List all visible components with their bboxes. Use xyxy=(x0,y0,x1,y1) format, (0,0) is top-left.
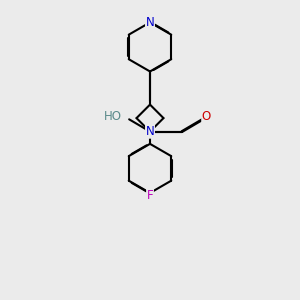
Text: F: F xyxy=(147,189,153,202)
Text: N: N xyxy=(146,16,154,29)
Text: N: N xyxy=(146,125,154,138)
Text: O: O xyxy=(202,110,211,123)
Text: HO: HO xyxy=(104,110,122,123)
